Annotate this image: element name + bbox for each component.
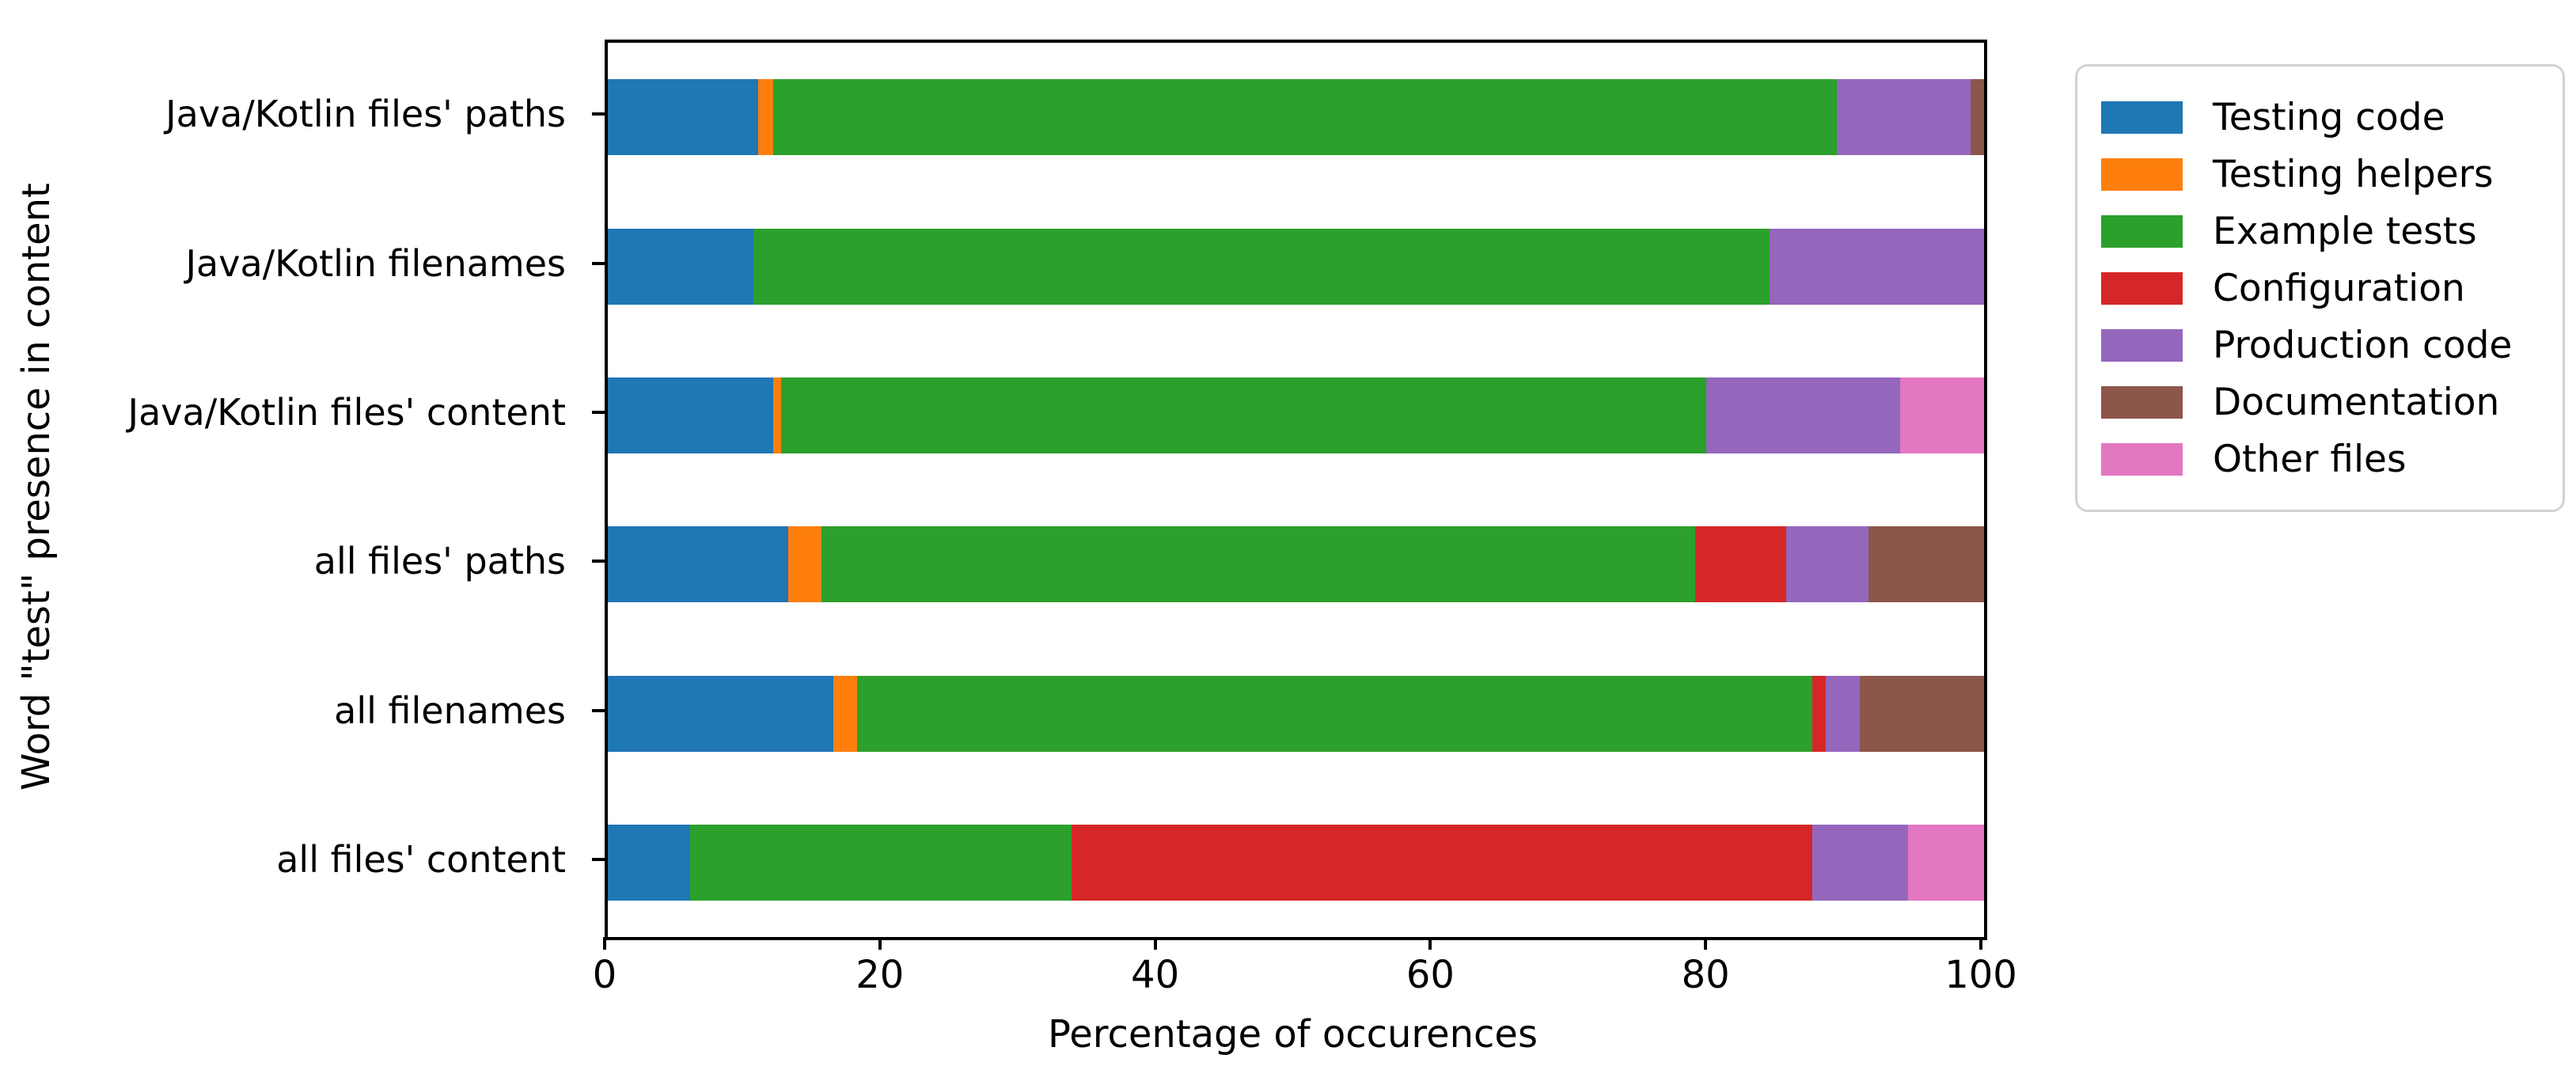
y-tick-mark [592, 261, 605, 265]
bar-segment [833, 675, 857, 752]
bar-segment [1899, 377, 1984, 453]
legend-item: Testing code [2101, 89, 2539, 146]
legend: Testing code Testing helpers Example tests… [2075, 64, 2565, 512]
x-tick-mark [603, 937, 606, 950]
x-tick-label: 100 [1944, 953, 2017, 997]
legend-item: Configuration [2101, 260, 2539, 317]
bar-segment [1694, 526, 1786, 603]
x-tick-label: 40 [1131, 953, 1180, 997]
bar-segment [821, 526, 1695, 603]
x-axis-title: Percentage of occurences [1048, 1012, 1538, 1057]
bar-segment [1812, 824, 1909, 901]
bar-segment [787, 526, 821, 603]
bar-segment [1769, 228, 1984, 305]
bar-segment [608, 228, 754, 305]
bar-segment [1868, 526, 1984, 603]
y-tick-mark [592, 410, 605, 414]
bar-segment [608, 675, 834, 752]
bar-segment [608, 526, 788, 603]
bar-row [608, 526, 1984, 603]
y-tick-label: all filenames [334, 689, 566, 732]
legend-label: Production code [2213, 323, 2513, 367]
bar-segment [608, 377, 773, 453]
legend-item: Documentation [2101, 374, 2539, 431]
x-tick-label: 60 [1406, 953, 1455, 997]
bar-segment [1705, 377, 1900, 453]
bar-segment [781, 377, 1706, 453]
bar-row [608, 675, 1984, 752]
bar-segment [772, 79, 1837, 156]
plot-area [605, 40, 1987, 940]
legend-swatch [2101, 328, 2183, 362]
legend-label: Testing helpers [2213, 152, 2494, 196]
legend-label: Example tests [2213, 209, 2477, 253]
y-tick-label: Java/Kotlin filenames [185, 241, 566, 285]
legend-label: Testing code [2213, 95, 2445, 139]
x-tick-mark [878, 937, 882, 950]
bar-segment [1812, 675, 1826, 752]
x-tick-label: 80 [1681, 953, 1730, 997]
bar-segment [1072, 824, 1812, 901]
y-tick-mark [592, 560, 605, 563]
bar-segment [1825, 675, 1861, 752]
x-tick-mark [1153, 937, 1157, 950]
legend-label: Other files [2213, 437, 2407, 481]
y-tick-label: all files' content [276, 837, 566, 881]
bar-segment [753, 228, 1770, 305]
x-tick-mark [1704, 937, 1708, 950]
y-tick-mark [592, 112, 605, 116]
bar-segment [690, 824, 1072, 901]
x-tick-mark [1979, 937, 1982, 950]
bar-row [608, 79, 1984, 156]
bar-row [608, 824, 1984, 901]
legend-swatch [2101, 157, 2183, 191]
bar-segment [1908, 824, 1984, 901]
legend-label: Configuration [2213, 266, 2465, 310]
bar-segment [1860, 675, 1984, 752]
x-tick-label: 20 [856, 953, 905, 997]
bar-segment [608, 79, 758, 156]
legend-swatch [2101, 214, 2183, 248]
bar-segment [772, 377, 782, 453]
bar-segment [1970, 79, 1984, 156]
legend-label: Documentation [2213, 380, 2500, 424]
bar-segment [608, 824, 691, 901]
bar-segment [1836, 79, 1971, 156]
legend-item: Production code [2101, 317, 2539, 374]
legend-item: Testing helpers [2101, 146, 2539, 203]
bar-segment [856, 675, 1812, 752]
legend-swatch [2101, 101, 2183, 134]
bar-segment [757, 79, 773, 156]
legend-item: Other files [2101, 431, 2539, 487]
bar-row [608, 228, 1984, 305]
x-tick-mark [1428, 937, 1432, 950]
bar-row [608, 377, 1984, 453]
x-tick-label: 0 [592, 953, 617, 997]
legend-item: Example tests [2101, 203, 2539, 260]
bar-segment [1785, 526, 1868, 603]
y-tick-mark [592, 708, 605, 712]
y-tick-label: Java/Kotlin files' content [127, 390, 566, 434]
y-tick-mark [592, 857, 605, 861]
legend-swatch [2101, 271, 2183, 305]
legend-swatch [2101, 442, 2183, 476]
y-tick-label: Java/Kotlin files' paths [165, 93, 566, 136]
legend-swatch [2101, 385, 2183, 419]
y-tick-label: all files' paths [313, 540, 566, 583]
y-axis-title: Word "test" presence in content [14, 183, 59, 791]
